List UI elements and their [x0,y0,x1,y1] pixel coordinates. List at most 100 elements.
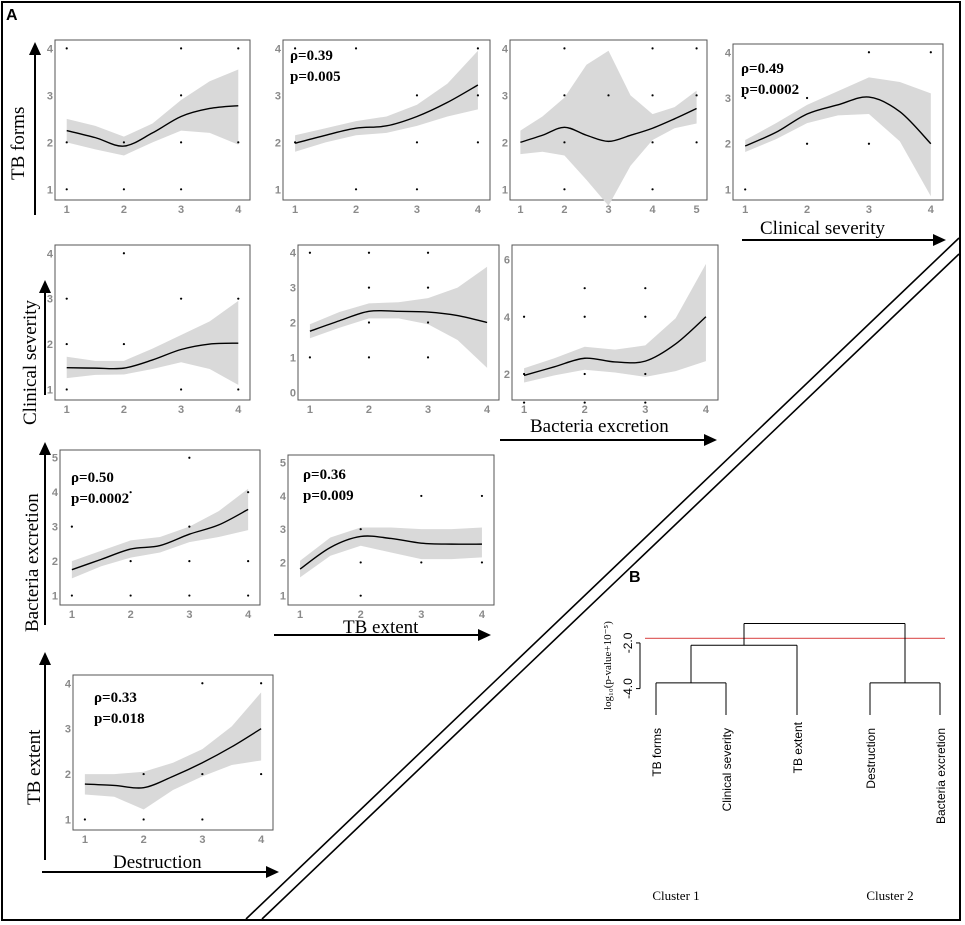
x-tick-label: 1 [292,204,298,216]
data-point [354,188,358,191]
data-point [237,388,240,391]
confidence-band [295,50,478,152]
data-point [644,372,647,376]
x-tick-label: 2 [804,204,810,216]
data-point [188,559,191,563]
dendro-leaf-label: Clinical severity [720,728,734,811]
x-tick-label: 1 [521,404,527,416]
data-point [583,372,586,376]
y-label-clinical-severity: Clinical severity [20,299,41,425]
data-point [260,772,263,776]
fit-curve [84,728,262,789]
y-tick-label: 4 [502,43,509,55]
data-point [695,141,698,144]
data-point [805,96,809,100]
x-tick-label: 5 [694,204,700,216]
y-tick-label: 1 [47,184,53,196]
y-tick-label: 4 [65,678,72,690]
dendro-leaf-label: TB extent [791,721,805,773]
x-tick-label: 2 [141,834,147,846]
data-point [354,47,358,50]
x-tick-label: 1 [307,404,313,416]
y-tick-label: 5 [52,453,58,465]
data-point [426,251,430,254]
confidence-band [520,50,697,206]
data-point [426,321,430,324]
data-point [644,287,647,290]
x-tick-label: 1 [64,404,70,416]
data-point [70,594,73,597]
data-point [583,401,586,404]
data-point [651,141,654,144]
data-point [583,287,586,290]
x-tick-label: 3 [414,204,420,216]
y-tick-label: 6 [504,255,510,267]
y-tick-label: 1 [275,184,281,196]
axis-arrow-tb-forms [29,42,41,215]
data-point [367,286,371,289]
data-point [563,141,566,144]
diagonal-separator-inner [261,253,960,920]
y-tick-label: 4 [47,43,54,55]
y-tick-label: 3 [52,522,58,534]
data-point [415,141,419,144]
x-tick-label: 3 [199,834,205,846]
data-point [359,594,362,597]
panel-p31: 1 2 3 4 1 2 3 4 5 ρ=0.50 p=0.0002 [52,449,261,621]
y-tick-label: 1 [290,352,296,364]
y-label-bacteria-excretion: Bacteria excretion [22,493,43,632]
x-label-destruction: Destruction [113,852,202,873]
data-point [563,47,566,50]
data-point [367,321,371,324]
panel-p11: 1 2 3 4 1 2 3 4 [47,39,251,216]
x-tick-label: 4 [484,404,491,416]
y-tick-label: 3 [290,283,296,295]
y-tick-label: 2 [504,369,510,381]
x-tick-label: 3 [418,609,424,621]
x-tick-label: 3 [186,609,192,621]
x-tick-label: 4 [235,404,242,416]
x-tick-label: 4 [258,834,265,846]
y-tick-label: 2 [280,557,286,569]
y-tick-label: 3 [275,90,281,102]
x-tick-label: 2 [353,204,359,216]
axis-arrow-destruction-bottom [42,866,279,878]
dendro-y-tick-label: -2.0 [621,632,635,653]
data-point [563,94,566,97]
data-point [237,297,240,300]
panel-p21: 1 2 3 4 1 2 3 4 [47,244,251,416]
data-point [179,297,183,300]
data-point [179,47,183,50]
x-label-tb-extent: TB extent [343,617,419,638]
data-point [644,315,647,318]
fit-curve [520,107,697,143]
y-tick-label: 1 [725,184,731,196]
data-point [359,561,362,564]
data-point [70,525,73,528]
stat-label: p=0.018 [94,711,145,727]
data-point [201,772,204,776]
data-point [308,251,312,254]
y-tick-label: 4 [275,43,282,55]
panel-a-label: A [6,7,18,24]
dendro-leaf-label: Destruction [864,728,878,789]
stat-label: p=0.0002 [71,491,129,507]
x-tick-label: 2 [561,204,567,216]
data-point [420,561,423,564]
axis-arrow-bacteria-excretion-left [39,442,51,625]
data-point [744,96,747,100]
data-point [522,401,526,404]
data-point [476,141,480,144]
dendro-y-label: log₁₀(p-value+10⁻⁵) [602,621,614,710]
data-point [563,188,566,191]
x-tick-label: 1 [82,834,88,846]
data-point [122,342,126,346]
data-point [651,94,654,97]
data-point [179,188,183,191]
data-point [129,559,132,563]
x-tick-label: 3 [866,204,872,216]
fit-curve [66,342,239,370]
data-point [122,188,126,191]
data-point [65,297,68,300]
